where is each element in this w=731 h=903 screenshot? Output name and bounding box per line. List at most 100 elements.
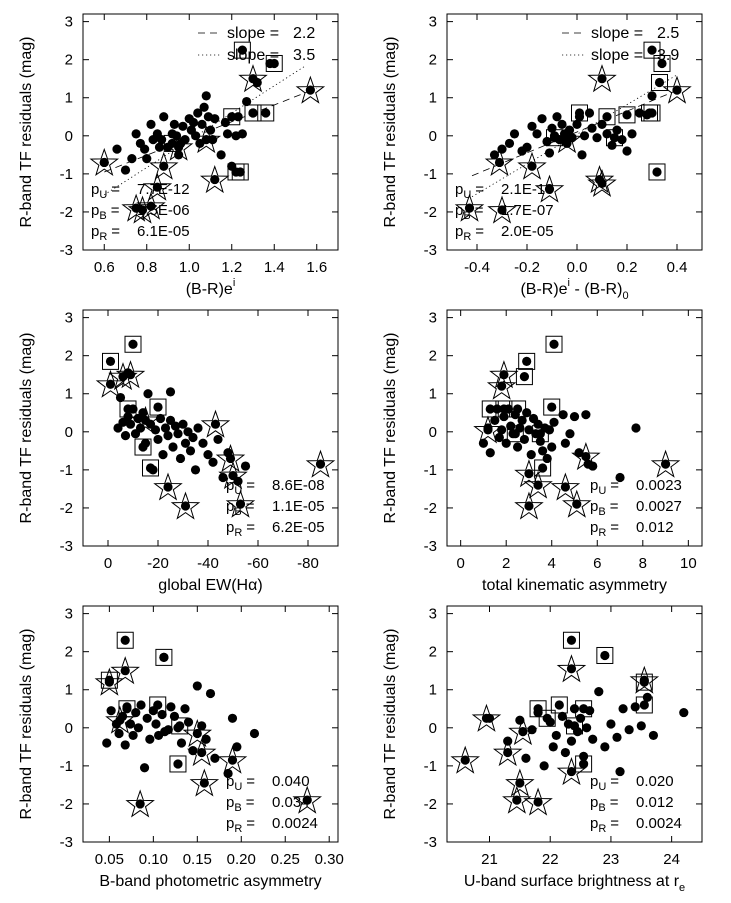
data-point [657,58,667,69]
y-tick-label: -2 [424,500,437,517]
stat-p: p [590,773,598,790]
star-marker [142,172,173,201]
star-marker [492,738,523,767]
data-point [163,725,173,735]
x-axis-label-main: U-band surface brightness at r [464,873,680,890]
square-marker [575,700,593,718]
data-point [169,119,179,129]
data-point [135,799,145,809]
data-point [552,112,562,122]
data-point [120,740,130,750]
x-axis-label-main: (B-R)e [186,281,233,298]
legend-value: 2.2 [293,25,315,42]
data-point [201,135,211,145]
x-tick-label: 1.0 [179,259,200,276]
y-tick-label: 3 [65,310,73,327]
plot-frame [82,309,339,547]
star-marker [125,789,155,818]
x-tick-label: 0.2 [617,259,638,276]
stat-p: p [226,477,234,494]
data-point [242,96,252,107]
data-point [622,146,632,156]
y-tick-label: 2 [65,348,73,365]
data-point [494,157,505,168]
data-point [159,161,169,171]
data-point [210,753,220,763]
data-point [499,404,509,414]
star-marker [487,195,517,224]
square-marker [529,700,547,718]
square-marker [566,717,583,735]
stat-value: 8.6E-08 [272,477,325,494]
stat-equals: = [475,181,484,198]
data-point [548,742,558,752]
data-point [188,746,198,756]
data-point [549,339,559,349]
stat-equals: = [246,815,255,832]
square-marker [596,646,614,664]
data-point [533,704,543,714]
data-point [647,91,657,101]
stat-label: pB = [590,794,619,814]
data-point [227,713,238,723]
data-point [225,453,236,464]
data-point [569,411,580,422]
square-marker [134,438,152,456]
x-tick-label: 6 [593,555,601,572]
y-tick-label: 2 [429,52,437,69]
stat-equals: = [475,202,484,219]
stat-label: pB = [226,794,255,814]
star-marker [89,147,120,177]
square-marker [635,673,653,691]
star-marker [148,151,179,180]
stat-sub: B [463,210,470,222]
data-point [127,154,137,164]
stat-value: 0.0024 [272,815,318,832]
stat-value: 6.2E-05 [272,519,325,536]
data-point [180,704,190,714]
data-point [527,161,537,171]
data-point [554,700,564,710]
square-marker [515,368,533,386]
data-point [515,715,525,725]
stat-label: pR = [590,815,619,835]
data-point [176,738,187,748]
square-marker [102,352,119,370]
legend-value: 3.5 [293,47,315,64]
stat-sub: U [598,781,606,793]
data-point [112,144,122,154]
data-point [145,463,156,473]
stat-sub: U [234,485,242,497]
data-point [582,723,592,733]
stat-equals: = [111,223,120,240]
data-point [627,129,637,139]
data-point [501,438,511,448]
data-point [197,747,207,758]
data-point [588,734,598,744]
y-tick-label: 0 [65,720,73,737]
data-point [464,203,475,213]
x-tick-label: 24 [663,851,680,868]
stat-label: pU = [226,477,255,497]
data-point [153,402,163,412]
data-point [572,119,582,129]
data-point [579,759,589,769]
data-point [535,429,545,439]
x-tick-label: 1.2 [221,259,242,276]
data-point [136,700,146,710]
data-point [497,205,507,215]
y-tick-label: 3 [429,606,437,623]
data-point [565,429,575,439]
data-point [175,453,186,464]
x-tick-label: 0.15 [183,851,212,868]
square-marker [543,398,561,416]
data-point [618,704,628,714]
data-point [170,421,181,431]
data-point [544,184,555,194]
stat-sub: U [234,781,242,793]
data-point [542,713,552,723]
y-tick-label: 0 [429,128,437,145]
stat-equals: = [610,498,619,515]
star-marker [486,371,517,400]
